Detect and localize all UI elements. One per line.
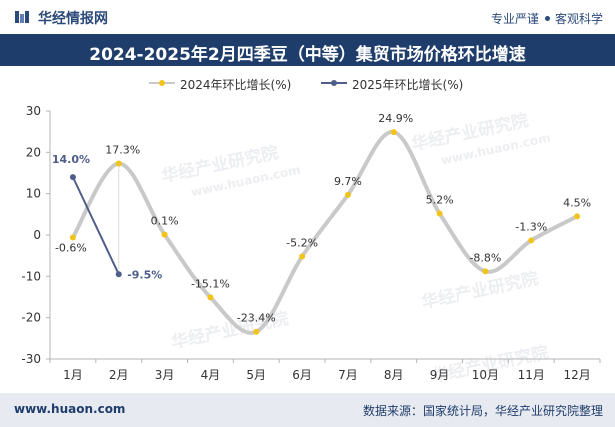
legend-2024-line-icon (149, 80, 175, 86)
series-2025-point (115, 271, 122, 278)
y-tick-label: -20 (21, 311, 41, 325)
series-2025-data-label: -9.5% (127, 268, 162, 281)
series-2024-point (482, 268, 489, 275)
x-tick-label: 5月 (246, 368, 266, 382)
series-2024-point (344, 191, 351, 198)
series-2024-data-label: -5.2% (286, 236, 318, 249)
series-2024-data-label: -23.4% (237, 312, 276, 325)
y-tick-label: -10 (21, 269, 41, 283)
x-tick-label: 10月 (472, 368, 499, 382)
data-label-layer: -0.6% 17.3% 0.1% -15.1% -23.4% -5.2% 9.7% 24.9%… (52, 112, 591, 325)
y-tick-label: 10 (26, 187, 41, 201)
legend: 2024年环比增长(%) 2025年环比增长(%) (0, 74, 615, 94)
y-tick-label: 0 (33, 228, 41, 242)
x-tick-label: 6月 (292, 368, 312, 382)
x-tick-label: 9月 (430, 368, 450, 382)
series-layer (69, 129, 581, 335)
x-tick-label: 11月 (518, 368, 545, 382)
series-2024-point (115, 160, 122, 167)
series-2024-data-label: -15.1% (191, 277, 230, 290)
series-2024-point (69, 234, 76, 241)
x-tick-label: 12月 (563, 368, 590, 382)
slogan: 专业严谨 客观科学 (491, 10, 603, 27)
footer: www.huaon.com 数据来源：国家统计局，华经产业研究院整理 (0, 393, 615, 427)
x-tick-label: 8月 (384, 368, 404, 382)
brand-name: 华经情报网 (38, 11, 108, 27)
series-2025-line (72, 176, 120, 275)
series-2025-point (69, 174, 76, 181)
footer-url: www.huaon.com (14, 402, 126, 416)
series-2024-data-label: 5.2% (426, 194, 454, 207)
brand-logo-icon (15, 11, 29, 23)
legend-2024-label: 2024年环比增长(%) (180, 78, 292, 92)
axis-layer: -30 -20 -10 0 10 20 30 1月 2月 3月 4月 5月 6月 7月 8月 9月 10月 11月… (21, 104, 601, 382)
series-2024-data-label: -1.3% (515, 220, 547, 233)
x-tick-label: 4月 (201, 368, 221, 382)
series-2025-data-label: 14.0% (52, 153, 90, 166)
slogan-left: 专业严谨 (490, 12, 539, 26)
legend-2025-label: 2025年环比增长(%) (352, 78, 464, 92)
y-tick-label: -30 (21, 352, 41, 366)
series-2024-point (528, 237, 535, 244)
y-tick-label: 20 (26, 145, 41, 159)
series-2024-data-label: -8.8% (469, 251, 501, 264)
footer-source: 数据来源：国家统计局，华经产业研究院整理 (362, 404, 603, 418)
x-tick-label: 7月 (338, 368, 358, 382)
series-2024-data-label: 0.1% (151, 215, 179, 228)
series-2024-point (436, 210, 443, 217)
series-2024-point (253, 328, 260, 335)
series-2024-point (207, 294, 214, 301)
series-2024-line (70, 130, 580, 335)
x-tick-label: 2月 (109, 368, 129, 382)
series-2024-point (299, 253, 306, 260)
line-chart: -30 -20 -10 0 10 20 30 1月 2月 3月 4月 5月 6月 7月 8月 9月 10月 11月… (21, 104, 601, 382)
series-2024-data-label: 4.5% (563, 196, 591, 209)
slogan-right: 客观科学 (554, 12, 603, 26)
series-2024-data-label: 24.9% (378, 112, 413, 125)
x-tick-label: 3月 (155, 368, 175, 382)
series-2024-point (161, 231, 168, 238)
series-2024-data-label: 9.7% (334, 175, 362, 188)
y-tick-label: 30 (26, 104, 41, 118)
series-2024-point (574, 213, 581, 220)
series-2024-data-label: 17.3% (105, 143, 140, 156)
x-tick-label: 1月 (63, 368, 83, 382)
top-bar: 华经情报网 专业严谨 客观科学 (0, 0, 615, 34)
slogan-dot-icon (544, 16, 550, 21)
series-2024-data-label: -0.6% (55, 241, 87, 254)
legend-2025-line-icon (321, 80, 347, 86)
title-bar: 2024-2025年2月四季豆（中等）集贸市场价格环比增速 (0, 34, 615, 66)
series-2024-point (390, 129, 397, 136)
chart-title: 2024-2025年2月四季豆（中等）集贸市场价格环比增速 (89, 45, 526, 65)
